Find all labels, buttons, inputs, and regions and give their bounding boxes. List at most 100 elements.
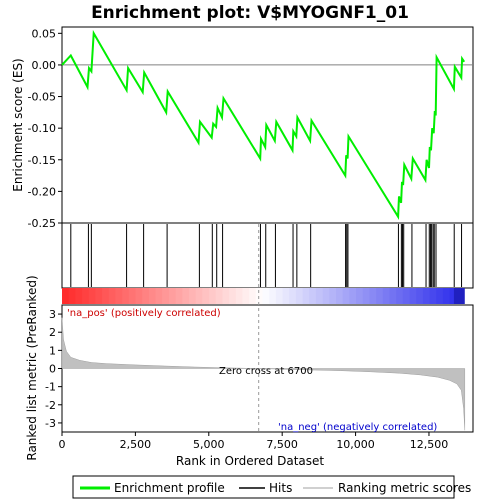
band-segment (255, 288, 264, 304)
band-segment (155, 288, 163, 304)
band-segment (108, 288, 117, 304)
band-segment (75, 288, 83, 304)
band-segment (449, 288, 457, 304)
band-segment (356, 288, 364, 304)
band-segment (409, 288, 417, 304)
x-axis-label: Rank in Ordered Dataset (176, 454, 324, 468)
band-segment (249, 288, 257, 304)
chart-title: Enrichment plot: V$MYOGNF1_01 (91, 3, 409, 23)
x-tick-label: 7,500 (266, 438, 298, 451)
legend: Enrichment profile Hits Ranking metric s… (72, 475, 471, 499)
band-segment (269, 288, 277, 304)
neg-label: 'na_neg' (negatively correlated) (278, 422, 437, 433)
band-segment (148, 288, 157, 304)
band-segment (329, 288, 337, 304)
band-segment (302, 288, 310, 304)
band-segment (135, 288, 143, 304)
metric-y-label: Ranked list metric (PreRanked) (25, 275, 39, 460)
band-segment (115, 288, 123, 304)
band-segment (128, 288, 137, 304)
band-segment (202, 288, 210, 304)
band-segment (162, 288, 170, 304)
band-segment (453, 288, 465, 304)
es-y-tick-label: -0.25 (28, 217, 56, 230)
band-segment (336, 288, 344, 304)
band-segment (242, 288, 250, 304)
band-segment (402, 288, 411, 304)
band-segment (195, 288, 203, 304)
hits-panel-frame (61, 222, 474, 289)
band-segment (289, 288, 297, 304)
es-y-tick-label: -0.05 (28, 91, 56, 104)
band-segment (309, 288, 317, 304)
metric-y-tick-label: -3 (45, 417, 56, 430)
band-segment (209, 288, 217, 304)
band-segment (168, 288, 177, 304)
band-segment (382, 288, 391, 304)
es-y-tick-label: 0.00 (32, 59, 57, 72)
metric-y-tick-label: 2 (49, 326, 56, 339)
band-segment (322, 288, 330, 304)
band-segment (389, 288, 397, 304)
band-segment (215, 288, 223, 304)
x-axis: 0 2,500 5,000 7,500 10,000 12,500 (59, 432, 449, 451)
x-tick-label: 10,000 (336, 438, 375, 451)
metric-y-tick-label: 1 (49, 344, 56, 357)
pos-label: 'na_pos' (positively correlated) (67, 308, 221, 319)
metric-y-tick-label: -2 (45, 399, 56, 412)
metric-y-tick-label: 0 (49, 363, 56, 376)
band-segment (182, 288, 190, 304)
band-segment (88, 288, 97, 304)
band-segment (295, 288, 304, 304)
band-segment (62, 288, 70, 304)
legend-enrichment-label: Enrichment profile (114, 481, 225, 495)
es-y-tick-label: 0.05 (32, 27, 57, 40)
band-segment (422, 288, 431, 304)
band-segment (275, 288, 284, 304)
zero-cross-label: Zero cross at 6700 (219, 366, 313, 377)
band-segment (102, 288, 110, 304)
band-segment (235, 288, 244, 304)
band-segment (222, 288, 230, 304)
band-segment (82, 288, 90, 304)
band-segment (436, 288, 444, 304)
rank-color-band (62, 288, 465, 304)
band-segment (229, 288, 237, 304)
band-segment (188, 288, 197, 304)
band-segment (349, 288, 357, 304)
ranking-metric-area (61, 317, 466, 431)
legend-metric-label: Ranking metric scores (338, 481, 471, 495)
x-tick-label: 5,000 (193, 438, 225, 451)
band-segment (376, 288, 384, 304)
hits-markers (70, 224, 463, 287)
metric-y-axis: 3 2 1 0 -1 -2 -3 (45, 308, 62, 430)
band-segment (362, 288, 371, 304)
band-segment (342, 288, 350, 304)
x-tick-label: 12,500 (410, 438, 449, 451)
metric-y-tick-label: 3 (49, 308, 56, 321)
x-tick-label: 0 (59, 438, 66, 451)
band-segment (175, 288, 183, 304)
es-y-tick-label: -0.10 (28, 122, 56, 135)
es-y-axis: 0.05 0.00 -0.05 -0.10 -0.15 -0.20 -0.25 (28, 27, 62, 230)
band-segment (142, 288, 150, 304)
metric-y-tick-label: -1 (45, 381, 56, 394)
legend-hits-label: Hits (269, 481, 292, 495)
band-segment (429, 288, 437, 304)
band-segment (95, 288, 103, 304)
enrichment-profile-line (61, 29, 466, 220)
x-tick-label: 2,500 (120, 438, 152, 451)
band-segment (442, 288, 451, 304)
band-segment (262, 288, 270, 304)
es-y-tick-label: -0.20 (28, 185, 56, 198)
es-y-label: Enrichment score (ES) (11, 58, 25, 191)
band-segment (369, 288, 377, 304)
es-y-tick-label: -0.15 (28, 154, 56, 167)
band-segment (282, 288, 290, 304)
band-segment (122, 288, 130, 304)
band-segment (416, 288, 424, 304)
band-segment (68, 288, 76, 304)
band-segment (396, 288, 404, 304)
band-segment (315, 288, 324, 304)
